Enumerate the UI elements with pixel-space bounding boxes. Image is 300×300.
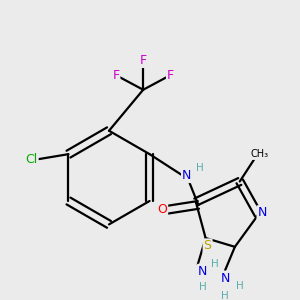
Text: N: N: [182, 169, 191, 182]
Text: N: N: [257, 206, 267, 219]
Text: O: O: [157, 203, 167, 216]
Text: Cl: Cl: [25, 152, 38, 166]
Text: F: F: [140, 54, 147, 67]
Text: H: H: [221, 291, 229, 300]
Text: CH₃: CH₃: [250, 149, 268, 159]
Text: F: F: [167, 69, 174, 82]
Text: S: S: [204, 239, 212, 252]
Text: F: F: [112, 69, 119, 82]
Text: H: H: [212, 260, 219, 269]
Text: N: N: [198, 265, 207, 278]
Text: H: H: [196, 163, 204, 173]
Text: H: H: [199, 282, 207, 292]
Text: H: H: [236, 281, 244, 291]
Text: N: N: [220, 272, 230, 285]
